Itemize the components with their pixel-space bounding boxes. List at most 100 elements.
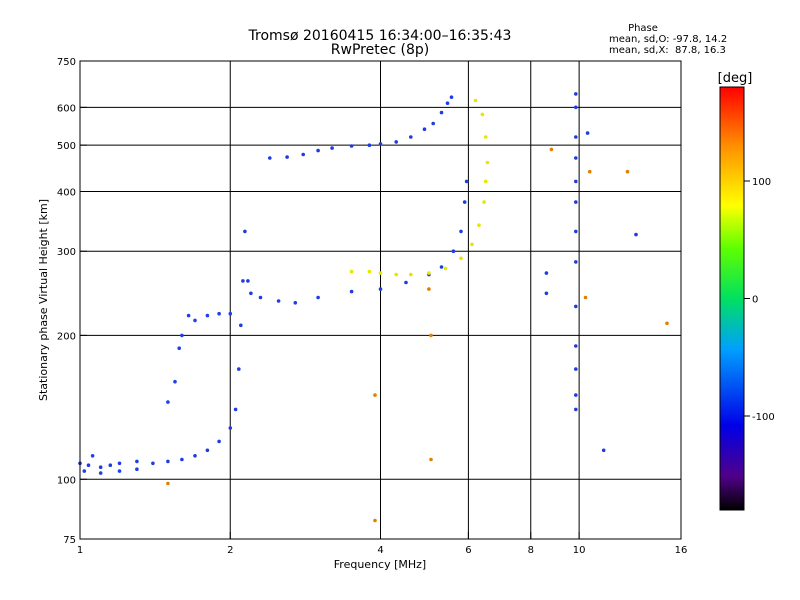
data-point [464,179,469,184]
data-point [166,481,170,486]
data-point [574,105,578,110]
data-point [117,469,122,473]
y-tick-label: 200 [57,331,76,342]
data-point [445,101,450,105]
data-point [186,313,191,318]
data-point [439,110,444,115]
data-point [217,311,221,316]
phase-stats-x: mean, sd,X: 87.8, 16.3 [609,45,726,56]
data-point [135,467,139,472]
data-point [330,146,334,150]
data-point [228,311,233,316]
data-point [477,223,481,227]
data-points [78,92,669,523]
data-point [459,256,463,261]
colorbar-tick-label: 0 [752,295,758,306]
phase-stats-o: mean, sd,O: -97.8, 14.2 [609,34,727,45]
chart-title: Tromsø 20160415 16:34:00–16:35:43 [248,28,512,44]
data-point [404,280,408,285]
y-tick-label: 750 [57,57,76,68]
data-point [316,148,320,153]
data-point [625,169,630,174]
data-point [378,287,383,291]
data-point [583,295,588,300]
data-point [373,393,377,397]
data-point [151,461,155,466]
data-point [574,407,578,412]
data-point [394,272,399,277]
data-point [574,393,578,397]
data-point [177,346,181,351]
data-point [378,142,383,146]
phase-stats-title: Phase [628,23,658,34]
colorbar-tick-label: 100 [752,177,771,188]
data-point [180,457,184,462]
data-point [482,200,486,204]
x-tick-label: 6 [465,545,471,556]
data-point [601,448,606,453]
colorbar [719,86,745,511]
data-point [293,301,298,305]
data-point [117,461,122,466]
data-point [429,457,433,462]
data-point [367,269,372,274]
data-point [574,179,578,184]
data-point [237,367,241,371]
data-point [665,321,669,326]
data-point [173,379,177,384]
data-point [459,229,463,234]
data-point [86,463,91,468]
data-point [439,265,444,269]
data-point [205,313,210,318]
data-point [574,229,578,234]
x-axis-ticks: 1 2 4 6 8 10 16 [77,532,688,556]
data-point [470,242,474,247]
data-point [135,459,139,464]
data-point [316,295,320,300]
data-point [193,318,197,323]
y-axis-ticks: 75 100 200 300 400 500 600 750 [57,57,87,546]
data-point [98,471,103,475]
data-point [285,155,289,159]
data-point [166,459,170,464]
colorbar-ticks: 100 0 -100 [744,177,775,423]
data-point [82,469,87,473]
data-point [394,140,399,144]
x-tick-label: 16 [675,545,688,556]
data-point [241,279,245,283]
data-point [634,232,638,237]
data-point [574,200,578,204]
data-point [249,291,253,296]
x-tick-label: 8 [528,545,534,556]
data-point [228,426,233,430]
data-point [574,92,578,96]
data-point [429,333,433,338]
y-axis-label: Stationary phase Virtual Height [km] [37,199,50,401]
data-point [462,200,467,204]
data-point [239,323,243,328]
data-point [483,179,488,184]
data-point [349,269,354,274]
data-point [574,304,578,309]
x-axis-label: Frequency [MHz] [334,558,426,571]
data-point [166,400,170,404]
data-point [574,156,578,160]
data-point [422,127,427,131]
grid-lines [80,61,681,539]
data-point [480,112,485,117]
data-point [193,454,197,458]
data-point [574,135,578,139]
data-point [90,454,95,458]
data-point [427,287,431,291]
data-point [246,279,250,283]
data-point [108,463,113,468]
data-point [544,291,549,296]
data-point [485,160,490,165]
chart-subtitle: RwPretec (8p) [331,42,429,58]
data-point [276,299,281,303]
data-point [587,169,592,174]
y-tick-label: 75 [63,535,76,546]
data-point [574,344,578,348]
data-point [349,289,354,294]
